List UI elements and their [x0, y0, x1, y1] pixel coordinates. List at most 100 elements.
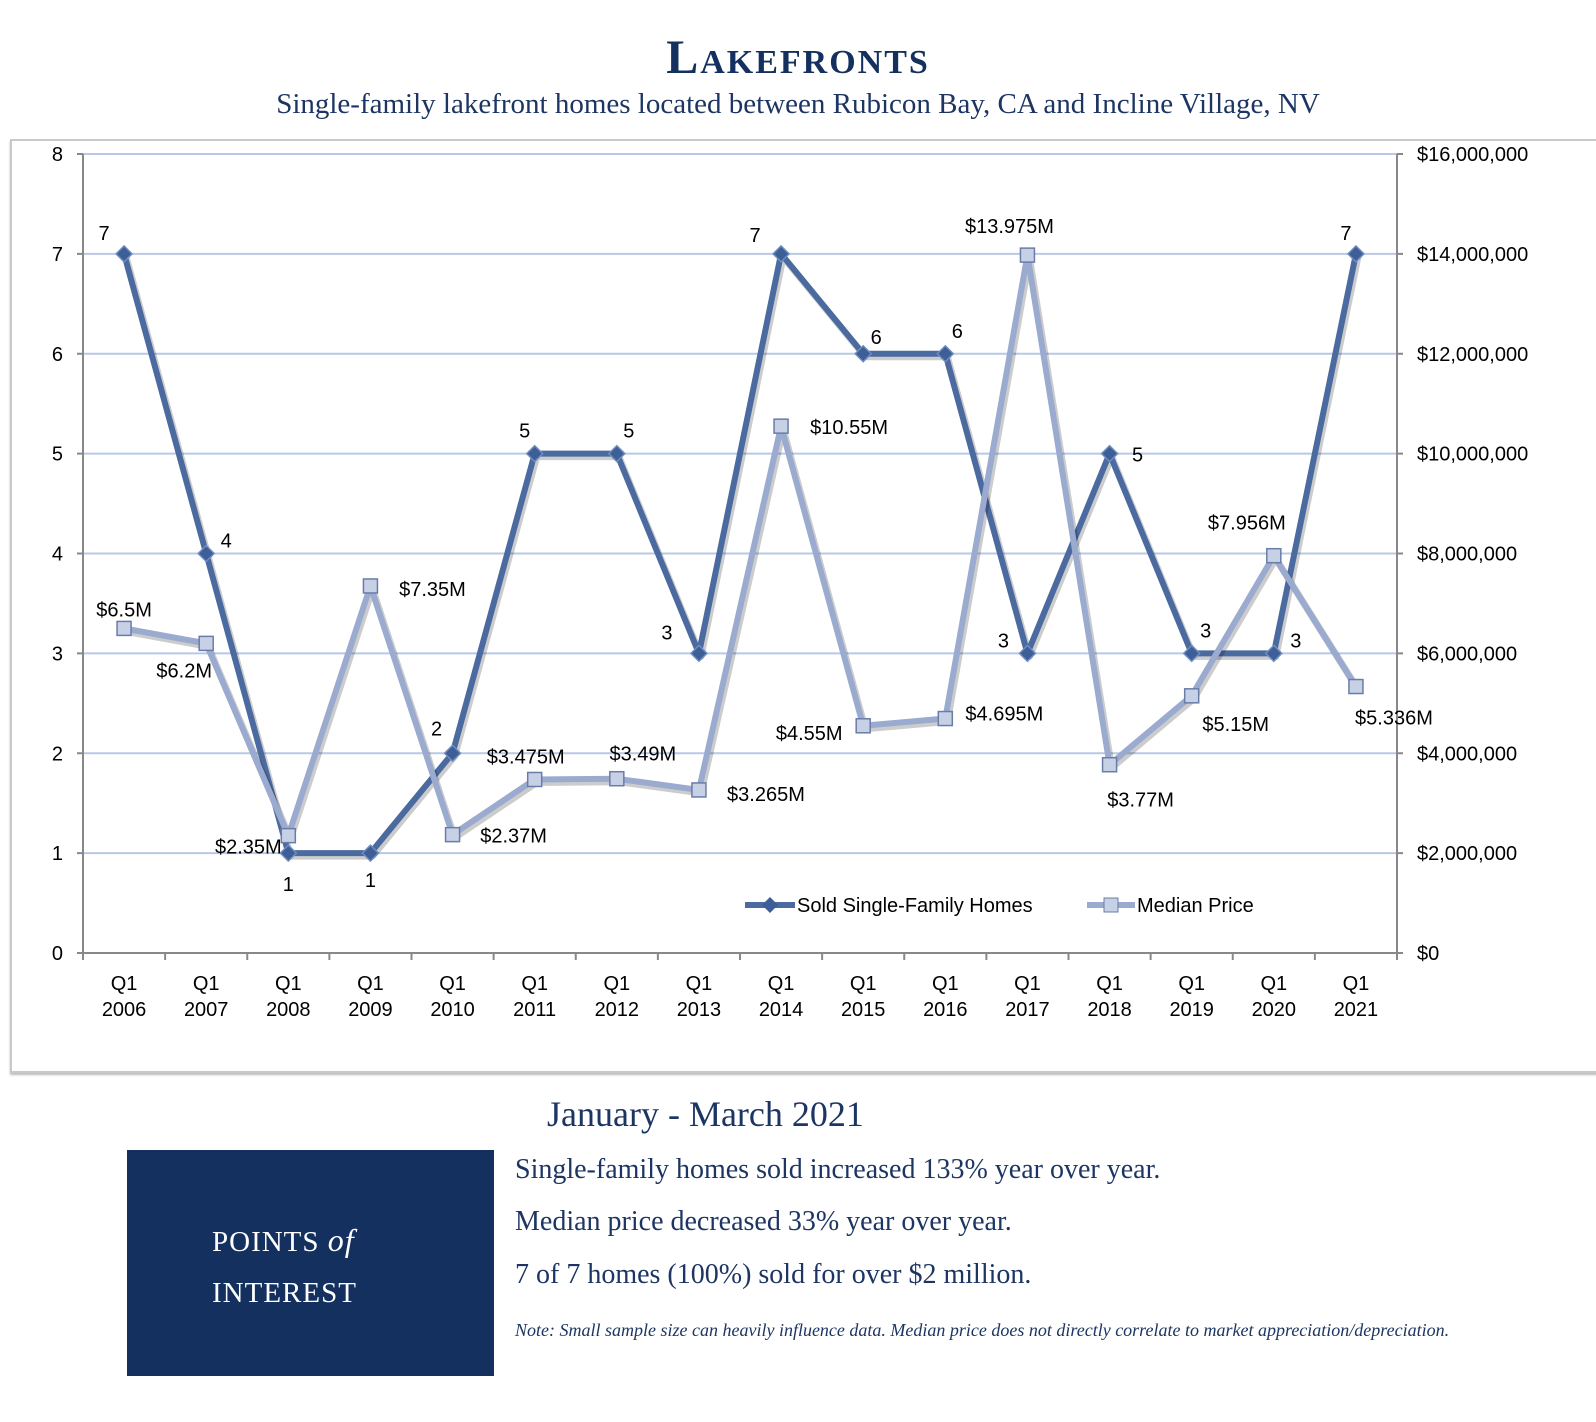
legend-marker-square: [1103, 897, 1119, 913]
y-left-tick-label: 8: [52, 144, 63, 166]
data-point-square: [362, 578, 379, 594]
point-item: 7 of 7 homes (100%) sold for over $2 mil…: [515, 1259, 1032, 1290]
data-point-diamond: [443, 744, 462, 763]
data-label: 1: [283, 874, 294, 896]
data-label: $7.35M: [399, 579, 466, 601]
series-line-sold-homes: [121, 250, 1359, 857]
data-label: $4.55M: [776, 723, 843, 745]
data-point-diamond: [525, 444, 544, 463]
series-line-median-price: [123, 252, 1359, 839]
x-tick-label: 2014: [759, 999, 804, 1021]
data-point-diamond: [1264, 644, 1283, 663]
data-label: 2: [431, 718, 442, 740]
data-point-square: [198, 635, 214, 652]
poi-points: POINTS: [212, 1226, 320, 1258]
data-label: $5.15M: [1202, 714, 1269, 736]
x-tick-label: Q1: [850, 973, 877, 995]
data-label: 4: [221, 531, 232, 553]
x-tick-label: 2009: [348, 999, 393, 1021]
point-item: Median price decreased 33% year over yea…: [515, 1206, 1012, 1237]
data-label: $7.956M: [1208, 513, 1286, 535]
data-point-diamond: [936, 344, 955, 363]
series-line-shadow: [125, 254, 1361, 843]
data-label: $13.975M: [965, 216, 1054, 238]
y-right-tick-label: $8,000,000: [1417, 544, 1517, 566]
points-of-interest-box: POINTS of INTEREST: [127, 1150, 494, 1376]
x-tick-label: Q1: [275, 973, 302, 995]
x-tick-label: 2017: [1005, 999, 1050, 1021]
x-tick-label: Q1: [603, 973, 630, 995]
data-point-square: [609, 770, 625, 787]
data-point-diamond: [279, 844, 298, 863]
x-tick-label: Q1: [193, 973, 220, 995]
y-left-tick-label: 5: [52, 444, 63, 466]
chart-frame: [10, 139, 1596, 1073]
x-tick-label: Q1: [439, 973, 466, 995]
y-right-tick-label: $14,000,000: [1417, 244, 1528, 266]
data-point-diamond: [197, 544, 216, 563]
data-point-diamond: [1100, 444, 1119, 463]
period-heading: January - March 2021: [547, 1094, 864, 1134]
data-point-square: [526, 771, 543, 788]
y-right-tick-label: $4,000,000: [1417, 743, 1517, 765]
x-tick-label: Q1: [1343, 973, 1370, 995]
data-point-diamond: [1346, 244, 1366, 263]
x-tick-label: 2007: [184, 999, 229, 1021]
data-point-square: [1101, 756, 1118, 773]
x-tick-label: 2012: [595, 999, 640, 1021]
x-tick-label: 2013: [677, 999, 722, 1021]
x-tick-label: Q1: [357, 973, 384, 995]
data-point-square: [1183, 688, 1200, 704]
data-point-diamond: [361, 844, 380, 863]
x-tick-label: Q1: [111, 973, 138, 995]
data-label: $3.77M: [1107, 790, 1174, 812]
data-point-square: [1266, 547, 1282, 564]
data-point-diamond: [1018, 644, 1037, 663]
x-tick-label: Q1: [1014, 973, 1041, 995]
data-label: 5: [1132, 445, 1143, 467]
data-point-square: [280, 827, 297, 844]
data-point-square: [691, 782, 707, 798]
x-tick-label: Q1: [1178, 973, 1205, 995]
x-tick-label: 2019: [1169, 999, 1214, 1021]
data-point-diamond: [1182, 644, 1201, 663]
data-label: 7: [750, 225, 761, 247]
data-point-square: [116, 620, 132, 637]
x-tick-label: Q1: [686, 973, 713, 995]
data-point-square: [937, 710, 954, 727]
data-point-diamond: [607, 444, 626, 463]
x-tick-label: 2018: [1087, 999, 1132, 1021]
x-tick-label: 2008: [266, 999, 311, 1021]
data-label: 3: [1290, 630, 1301, 652]
data-label: 6: [871, 327, 882, 349]
data-point-square: [1348, 678, 1364, 695]
page-subtitle: Single-family lakefront homes located be…: [276, 88, 1320, 120]
legend-label: Sold Single-Family Homes: [797, 895, 1033, 917]
data-point-diamond: [854, 344, 873, 363]
data-point-diamond: [115, 244, 134, 263]
poi-of: of: [327, 1222, 355, 1258]
y-left-tick-label: 1: [52, 843, 63, 865]
y-right-tick-label: $6,000,000: [1417, 643, 1517, 665]
data-label: $4.695M: [965, 704, 1043, 726]
data-label: 3: [1200, 620, 1211, 642]
data-label: 7: [99, 223, 110, 245]
y-left-tick-label: 3: [52, 643, 63, 665]
data-label: $3.49M: [609, 744, 676, 766]
x-tick-label: Q1: [768, 973, 795, 995]
page-title: Lakefronts: [666, 31, 930, 84]
data-point-diamond: [772, 244, 791, 263]
data-label: 3: [661, 622, 672, 644]
data-label: $3.475M: [487, 746, 565, 768]
y-left-tick-label: 6: [52, 344, 63, 366]
data-label: $6.5M: [96, 599, 152, 621]
x-tick-label: Q1: [521, 973, 548, 995]
y-right-tick-label: $10,000,000: [1417, 444, 1528, 466]
y-right-tick-label: $12,000,000: [1417, 344, 1528, 366]
x-tick-label: 2015: [841, 999, 886, 1021]
line-chart: 0 $0 1 $2,000,000 2 $4,000,000 3 $6,000,000 4 $8,…: [52, 144, 1528, 1021]
x-tick-label: 2021: [1334, 999, 1379, 1021]
footnote: Note: Small sample size can heavily infl…: [515, 1320, 1450, 1340]
data-label: 3: [998, 630, 1009, 652]
data-point-square: [773, 418, 789, 434]
